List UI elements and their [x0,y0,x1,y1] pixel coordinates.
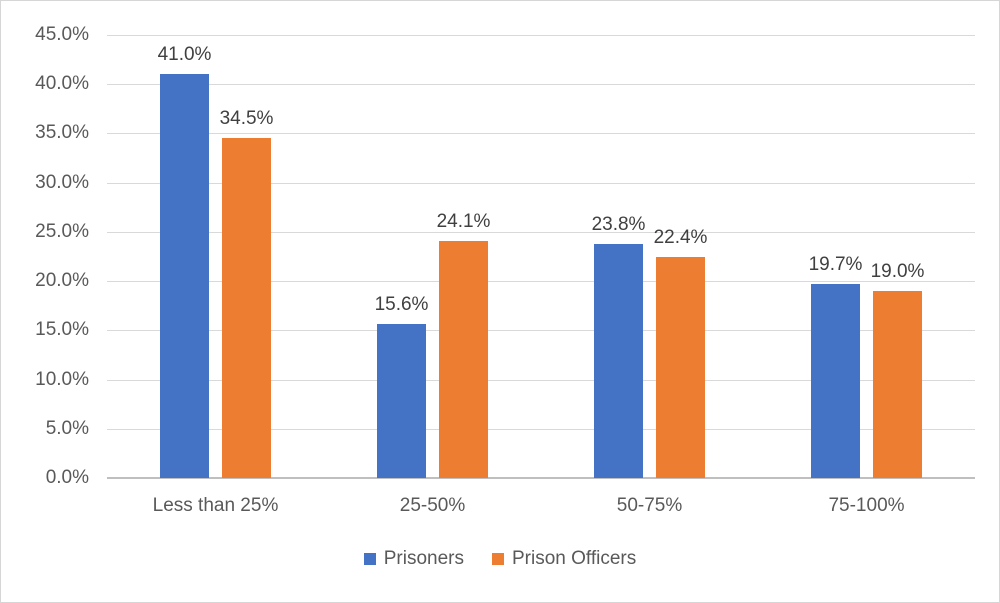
y-tick-label: 25.0% [35,220,89,242]
gridline [107,182,975,184]
y-tick-label: 15.0% [35,319,89,341]
y-tick-label: 20.0% [35,270,89,292]
y-tick-label: 10.0% [35,368,89,390]
y-tick-label: 40.0% [35,73,89,95]
gridline [107,35,975,36]
x-category-label: Less than 25% [152,495,279,516]
prison-officers-bar [222,138,271,478]
y-tick-label: 35.0% [35,122,89,144]
y-tick-label: 30.0% [35,171,89,193]
legend-item: Prisoners [363,548,464,570]
gridline [107,231,975,233]
data-label: 23.8% [591,213,646,235]
prison-officers-bar [873,290,922,478]
legend-item: Prison Officers [492,548,636,570]
data-label: 19.0% [870,260,925,282]
y-tick-label: 45.0% [35,24,89,45]
gridline [107,281,975,283]
gridline [107,330,975,332]
data-label: 34.5% [219,108,274,130]
x-axis-line [107,477,975,479]
prisoners-bar [160,74,209,478]
legend: Prisoners Prison Officers [1,548,999,570]
gridline [107,379,975,381]
legend-label: Prisoners [383,548,464,569]
data-label: 41.0% [157,44,212,66]
data-label: 15.6% [374,294,429,316]
x-category-label: 25-50% [399,495,466,516]
x-category-label: 75-100% [828,495,905,516]
prison-officers-bar [656,257,705,478]
data-label: 24.1% [436,210,491,232]
gridline [107,133,975,135]
prisoners-bar [811,284,860,478]
y-tick-label: 5.0% [45,417,89,439]
prisoners-bar [594,243,643,478]
legend-label: Prison Officers [512,548,637,569]
x-category-label: 50-75% [616,495,683,516]
data-label: 22.4% [653,227,708,249]
data-label: 19.7% [808,254,863,276]
gridline [107,428,975,430]
prisoners-bar [377,324,426,478]
legend-swatch-icon [363,553,376,565]
legend-swatch-icon [492,553,504,565]
y-tick-label: 0.0% [45,467,89,488]
gridline [107,84,975,86]
prison-officers-bar [439,240,488,478]
